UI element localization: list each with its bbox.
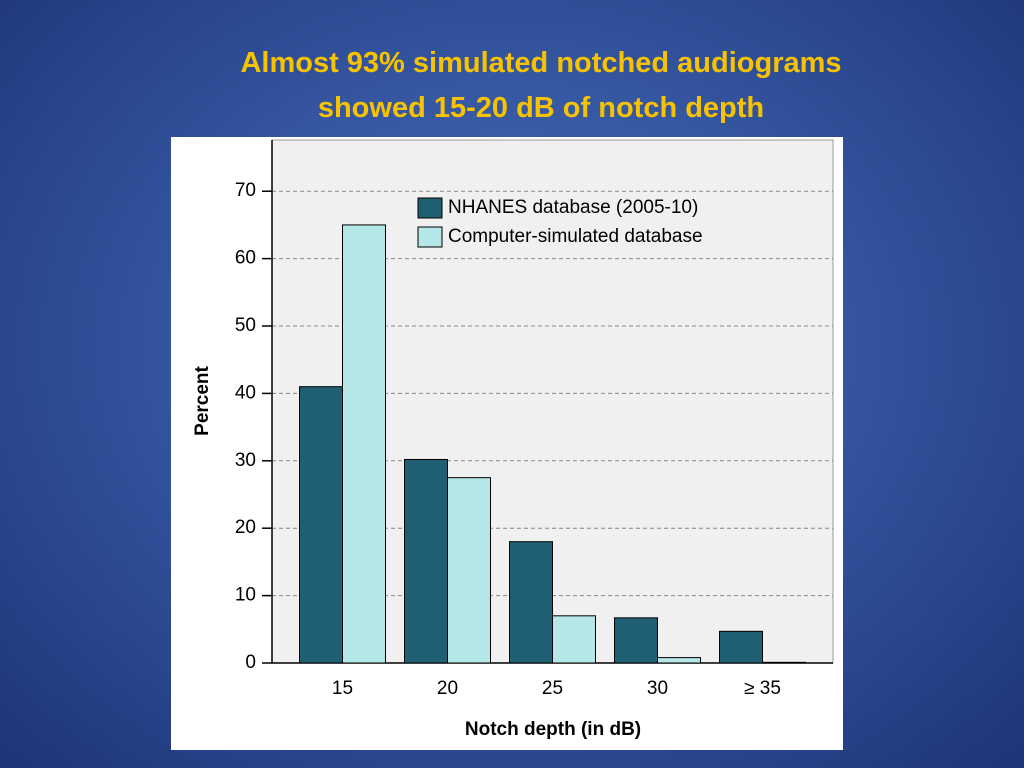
x-tick-label: 30 [647, 678, 668, 699]
bar [762, 661, 806, 664]
bar [614, 617, 658, 664]
slide-title-line: Almost 93% simulated notched audiograms [240, 47, 841, 79]
y-tick-label: 60 [235, 248, 256, 269]
legend-label: Computer-simulated database [448, 226, 703, 247]
x-axis-title: Notch depth (in dB) [465, 719, 641, 740]
y-tick-label: 0 [245, 652, 256, 673]
slide-title-line: showed 15-20 dB of notch depth [318, 92, 764, 124]
x-tick-label: 25 [542, 678, 563, 699]
x-tick-label: ≥ 35 [744, 678, 781, 699]
bar [404, 458, 448, 664]
y-tick-label: 50 [235, 315, 256, 336]
bar [719, 630, 763, 664]
legend-label: NHANES database (2005-10) [448, 197, 698, 218]
legend-swatch [417, 226, 443, 248]
x-tick-label: 15 [332, 678, 353, 699]
legend-swatch [417, 197, 443, 219]
y-axis-title: Percent [192, 365, 213, 435]
bar [552, 615, 596, 664]
y-tick-label: 30 [235, 450, 256, 471]
bar [342, 224, 386, 664]
bar [299, 386, 343, 664]
bar [657, 657, 701, 664]
y-tick-label: 20 [235, 517, 256, 538]
chart: 0 10 20 30 40 50 60 70 15 20 25 30 ≥ 35 NHANES databa… [235, 140, 833, 699]
y-tick-label: 70 [235, 180, 256, 201]
y-tick-label: 10 [235, 585, 256, 606]
bar [509, 541, 553, 664]
x-tick-label: 20 [437, 678, 458, 699]
bar [447, 477, 491, 664]
y-tick-label: 40 [235, 382, 256, 403]
